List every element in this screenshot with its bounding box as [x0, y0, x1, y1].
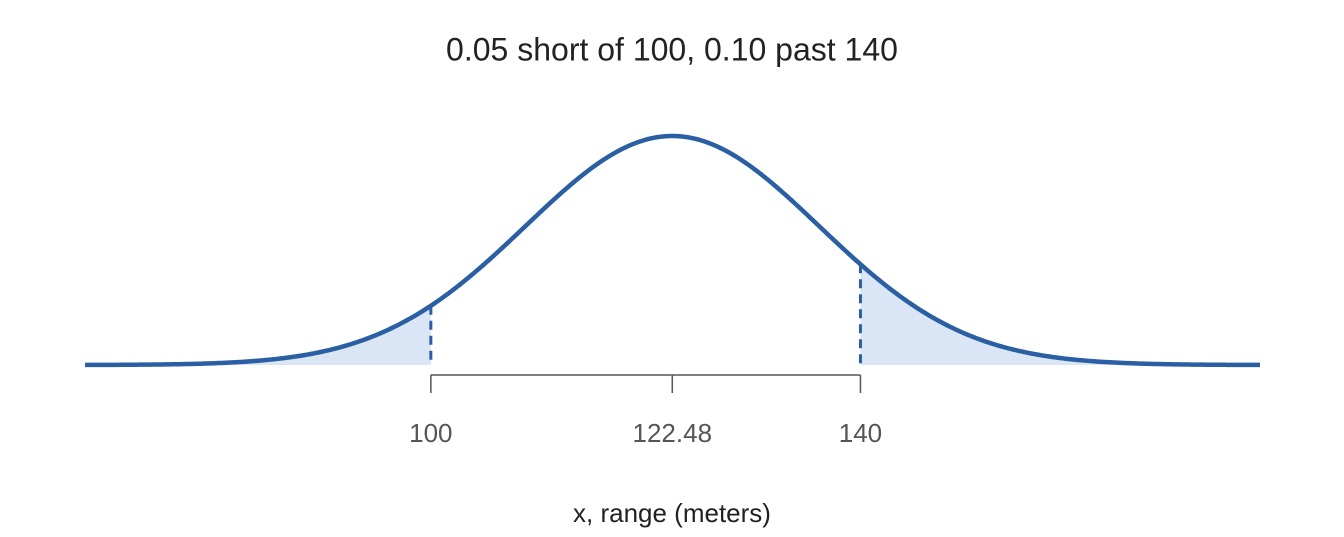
- x-tick-label: 140: [839, 418, 882, 448]
- density-curve: [84, 133, 1261, 368]
- chart-title: 0.05 short of 100, 0.10 past 140: [446, 31, 898, 67]
- upper-tail-area: [860, 264, 1260, 365]
- lower-tail-area: [85, 305, 431, 365]
- x-tick-label: 122.48: [633, 418, 713, 448]
- x-axis-label: x, range (meters): [573, 498, 771, 528]
- x-tick-label: 100: [409, 418, 452, 448]
